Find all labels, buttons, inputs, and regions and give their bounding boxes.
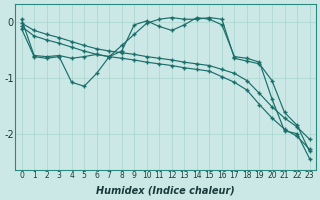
X-axis label: Humidex (Indice chaleur): Humidex (Indice chaleur) — [96, 186, 235, 196]
